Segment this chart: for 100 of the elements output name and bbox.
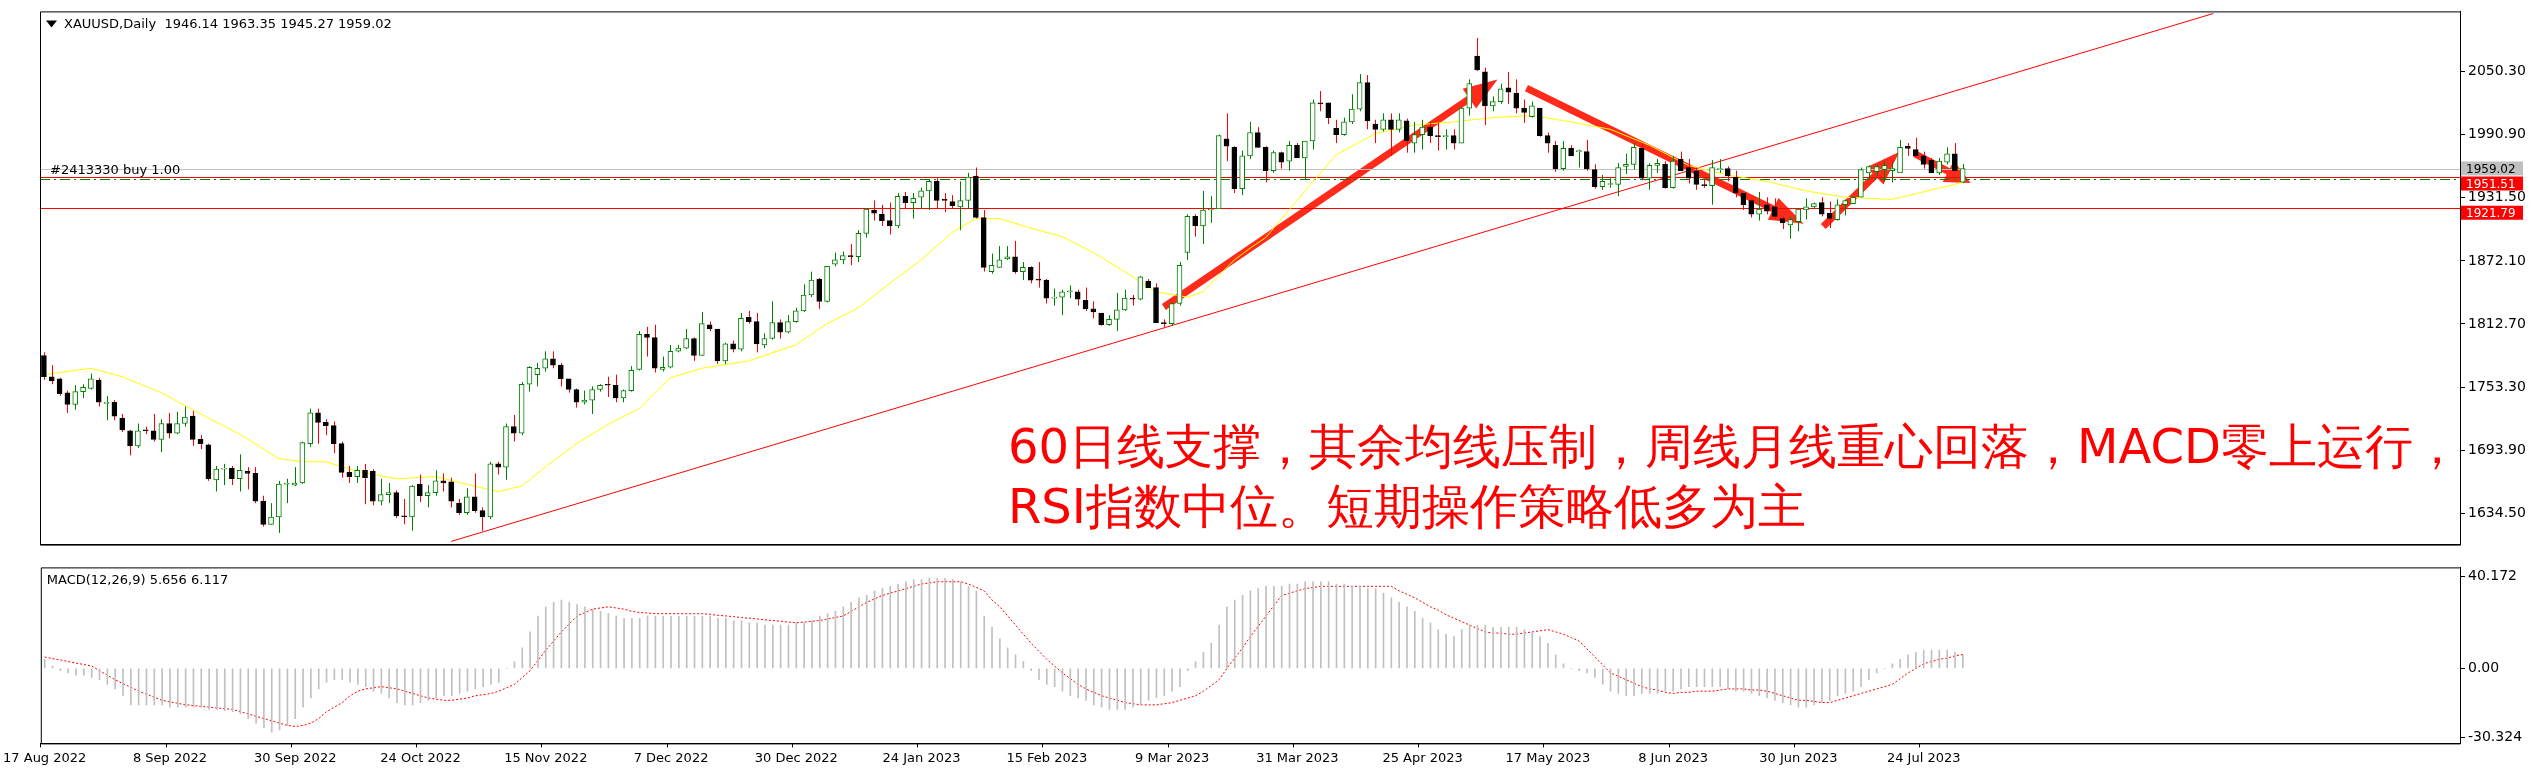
candlestick bbox=[135, 423, 141, 449]
candlestick bbox=[1372, 119, 1379, 144]
candlestick bbox=[604, 376, 611, 398]
ref-line-label: 1921.79 bbox=[2466, 205, 2516, 220]
candlestick bbox=[847, 243, 854, 266]
candlestick bbox=[119, 413, 126, 433]
candlestick bbox=[213, 465, 220, 492]
candlestick bbox=[1560, 140, 1567, 172]
y-tick-label: 1872.10 bbox=[2468, 251, 2526, 268]
candlestick bbox=[1395, 112, 1402, 133]
candlestick bbox=[1442, 128, 1449, 150]
chart-title: XAUUSD,Daily 1946.14 1963.35 1945.27 1959.02 bbox=[64, 15, 392, 31]
candlestick bbox=[182, 406, 188, 428]
candlestick bbox=[1623, 153, 1629, 175]
x-tick-label: 24 Jan 2023 bbox=[882, 749, 961, 765]
x-tick-label: 17 May 2023 bbox=[1505, 749, 1591, 765]
x-tick-label: 8 Sep 2022 bbox=[132, 749, 208, 765]
candlestick bbox=[1192, 213, 1199, 238]
candlestick bbox=[330, 420, 337, 454]
y-tick-label: 1812.70 bbox=[2468, 314, 2526, 331]
candlestick bbox=[377, 478, 384, 506]
y-tick-label: 2050.30 bbox=[2468, 62, 2526, 79]
candlestick bbox=[1168, 301, 1175, 327]
candlestick bbox=[1912, 137, 1919, 157]
x-tick-label: 25 Apr 2023 bbox=[1382, 749, 1463, 765]
candlestick bbox=[1059, 289, 1065, 316]
y-tick-label: 0.00 bbox=[2468, 659, 2500, 676]
y-tick-label: 1990.90 bbox=[2468, 125, 2526, 142]
candlestick bbox=[1035, 261, 1042, 289]
candlestick bbox=[103, 395, 110, 421]
candlestick bbox=[448, 477, 454, 508]
y-tick-label: 1693.90 bbox=[2468, 440, 2526, 457]
candlestick bbox=[1419, 119, 1426, 150]
candlestick bbox=[1380, 112, 1386, 132]
candlestick bbox=[1286, 140, 1292, 172]
candlestick bbox=[816, 277, 823, 310]
candlestick bbox=[644, 326, 650, 358]
candlestick bbox=[362, 463, 368, 505]
candlestick bbox=[510, 414, 517, 443]
candlestick bbox=[1474, 37, 1480, 72]
x-tick-label: 30 Sep 2022 bbox=[254, 749, 337, 765]
candlestick bbox=[722, 342, 729, 365]
candlestick bbox=[1521, 99, 1527, 124]
candlestick bbox=[691, 336, 697, 362]
candlestick bbox=[417, 474, 423, 503]
candlestick bbox=[1756, 191, 1762, 222]
candlestick bbox=[1952, 142, 1958, 172]
x-tick-label: 15 Feb 2023 bbox=[1006, 749, 1088, 765]
candlestick bbox=[401, 498, 408, 525]
candlestick bbox=[95, 377, 102, 408]
ref-line-label: 1959.02 bbox=[2466, 161, 2516, 176]
candlestick bbox=[1630, 142, 1637, 171]
candlestick bbox=[48, 364, 55, 385]
candlestick bbox=[910, 192, 917, 220]
candlestick bbox=[1348, 93, 1355, 125]
y-tick-label: -30.324 bbox=[2468, 728, 2523, 745]
candlestick bbox=[683, 328, 689, 350]
candlestick bbox=[174, 411, 180, 435]
candlestick bbox=[283, 478, 290, 504]
x-tick-label: 24 Jul 2023 bbox=[1886, 749, 1961, 765]
x-tick-label: 15 Nov 2022 bbox=[504, 749, 588, 765]
candlestick bbox=[1427, 121, 1433, 144]
candlestick bbox=[542, 350, 548, 372]
x-tick-label: 24 Oct 2022 bbox=[380, 749, 461, 765]
y-tick-label: 1931.50 bbox=[2468, 188, 2526, 205]
candlestick bbox=[1388, 112, 1394, 157]
candlestick bbox=[1513, 78, 1520, 114]
candlestick bbox=[1435, 122, 1441, 152]
candlestick bbox=[769, 300, 776, 341]
candlestick bbox=[1583, 139, 1590, 172]
candlestick bbox=[1121, 289, 1128, 312]
x-tick-label: 7 Dec 2022 bbox=[633, 749, 709, 765]
candlestick bbox=[1317, 90, 1324, 112]
candlestick bbox=[557, 362, 564, 387]
candlestick bbox=[1200, 190, 1206, 245]
candlestick bbox=[534, 362, 541, 387]
candlestick bbox=[189, 410, 196, 447]
x-tick-label: 30 Dec 2022 bbox=[754, 749, 838, 765]
candlestick bbox=[1247, 121, 1253, 160]
candlestick bbox=[628, 365, 635, 393]
candlestick bbox=[127, 429, 133, 456]
candlestick bbox=[1208, 195, 1214, 224]
candlestick bbox=[589, 385, 595, 415]
chart-title: MACD(12,26,9) 5.656 6.117 bbox=[46, 571, 229, 587]
x-tick-label: 9 Mar 2023 bbox=[1135, 749, 1210, 765]
candlestick bbox=[1341, 117, 1347, 137]
candlestick bbox=[385, 482, 392, 504]
candlestick bbox=[260, 495, 267, 528]
y-tick-label: 40.172 bbox=[2468, 567, 2517, 584]
ref-line-label: 1951.51 bbox=[2466, 176, 2516, 191]
x-tick-label: 30 Jun 2023 bbox=[1759, 749, 1838, 765]
ref-line-label: #2413330 buy 1.00 bbox=[50, 161, 181, 177]
x-tick-label: 8 Jun 2023 bbox=[1638, 749, 1709, 765]
y-tick-label: 1634.50 bbox=[2468, 503, 2526, 520]
candlestick bbox=[166, 412, 173, 439]
candlestick bbox=[863, 207, 870, 239]
y-tick-label: 1753.30 bbox=[2468, 377, 2526, 394]
candlestick bbox=[777, 318, 783, 340]
candlestick bbox=[236, 453, 243, 492]
candlestick bbox=[918, 187, 924, 210]
